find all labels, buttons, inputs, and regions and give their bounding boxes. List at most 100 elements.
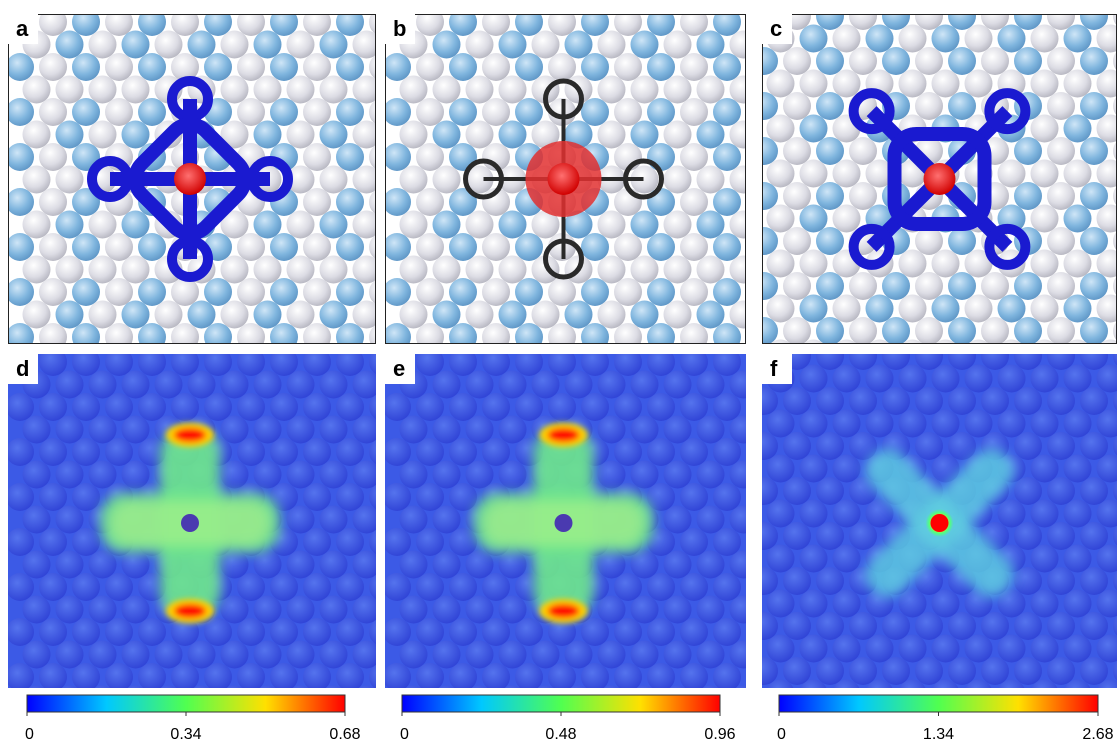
atom (833, 365, 861, 393)
colorbar-tick-label: 0.96 (704, 726, 735, 743)
atom (1047, 137, 1075, 165)
atom (188, 641, 216, 669)
atom (1080, 522, 1108, 550)
atom (750, 477, 778, 505)
atom (499, 31, 527, 59)
atom (188, 301, 216, 329)
atom (23, 256, 51, 284)
atom (1064, 160, 1092, 188)
atom (833, 205, 861, 233)
atom (800, 410, 828, 438)
atom (680, 53, 708, 81)
atom (1014, 2, 1042, 30)
atom (416, 188, 444, 216)
atom (581, 663, 609, 691)
atom (948, 227, 976, 255)
atom (369, 708, 397, 736)
atom (598, 371, 626, 399)
atom (816, 92, 844, 120)
atom (105, 323, 133, 351)
panel-label: d (16, 356, 29, 381)
atom (948, 47, 976, 75)
atom (39, 528, 67, 556)
atom (783, 272, 811, 300)
atom (416, 438, 444, 466)
atom (303, 53, 331, 81)
atom (664, 31, 692, 59)
atom (171, 278, 199, 306)
atom (237, 233, 265, 261)
atom (122, 76, 150, 104)
atom (353, 506, 381, 534)
atom (221, 256, 249, 284)
atom (287, 211, 315, 239)
atom (320, 256, 348, 284)
atom (400, 211, 428, 239)
atom (416, 233, 444, 261)
atom (998, 25, 1026, 53)
atom (1047, 47, 1075, 75)
atom (56, 76, 84, 104)
atom (72, 573, 100, 601)
atom (1080, 92, 1108, 120)
atom (336, 528, 364, 556)
atom (1047, 2, 1075, 30)
atom (416, 663, 444, 691)
atom (204, 393, 232, 421)
atom (816, 227, 844, 255)
atom (270, 348, 298, 376)
colorbar-tick-label: 0.34 (170, 726, 201, 743)
atom (713, 618, 741, 646)
atom (849, 657, 877, 685)
atom (482, 233, 510, 261)
atom (833, 500, 861, 528)
atom (899, 250, 927, 278)
atom (713, 278, 741, 306)
atom (482, 618, 510, 646)
atom (767, 115, 795, 143)
atom (449, 573, 477, 601)
atom (680, 483, 708, 511)
atom (303, 188, 331, 216)
atom (270, 98, 298, 126)
atom (482, 98, 510, 126)
atom (697, 506, 725, 534)
atom (353, 551, 381, 579)
atom (89, 371, 117, 399)
atom (948, 92, 976, 120)
atom (581, 233, 609, 261)
atom (383, 53, 411, 81)
hot-spot (174, 604, 206, 618)
atom (598, 76, 626, 104)
atom (767, 410, 795, 438)
atom (499, 551, 527, 579)
atom (1031, 410, 1059, 438)
atom (303, 483, 331, 511)
atom (56, 461, 84, 489)
atom (767, 455, 795, 483)
colorbar (27, 695, 345, 712)
atom (138, 53, 166, 81)
atom (932, 635, 960, 663)
atom (548, 53, 576, 81)
atom (614, 663, 642, 691)
atom (39, 348, 67, 376)
atom (320, 416, 348, 444)
colorbar-tick-label: 0.48 (545, 726, 576, 743)
atom (1080, 182, 1108, 210)
atom (482, 8, 510, 36)
atom (767, 500, 795, 528)
atom (39, 8, 67, 36)
atom (433, 76, 461, 104)
atom (400, 121, 428, 149)
atom (800, 25, 828, 53)
atom (204, 8, 232, 36)
atom (1047, 342, 1075, 370)
atom (697, 166, 725, 194)
atom (204, 618, 232, 646)
atom (532, 641, 560, 669)
atom (23, 641, 51, 669)
atom (1080, 2, 1108, 30)
atom (400, 416, 428, 444)
panel (383, 8, 824, 396)
